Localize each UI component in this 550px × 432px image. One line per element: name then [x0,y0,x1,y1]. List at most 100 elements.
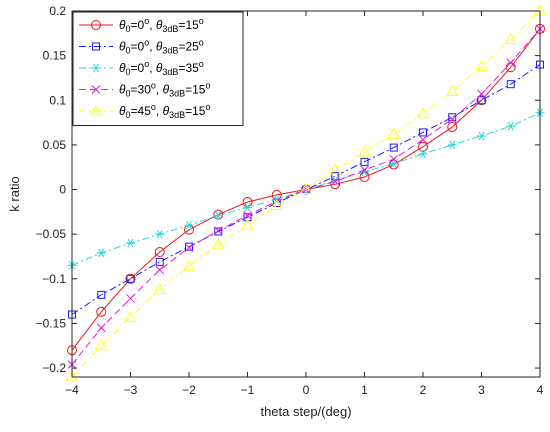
data-point [475,59,488,71]
legend-entry: θ0=0o, θ3dB=15o [79,16,204,34]
data-point [126,238,135,248]
legend-label: θ0=0o, θ3dB=25o [119,38,204,56]
data-point [155,257,164,266]
data-point [270,199,284,211]
data-point [331,172,340,181]
legend-entry: θ0=0o, θ3dB=35o [79,59,204,77]
data-point [243,203,252,212]
data-point [213,211,223,220]
legend-box [72,11,244,126]
data-point [506,121,516,131]
data-point [213,209,224,220]
data-point [447,114,457,124]
data-point [387,127,401,139]
data-point [506,58,516,68]
data-point [447,122,458,133]
y-tick-label: 0.05 [43,138,67,152]
x-tick-label: 2 [420,383,427,397]
data-point [328,163,342,175]
data-point [389,154,399,164]
legend-entry: θ0=30o, θ3dB=15o [79,81,210,99]
x-tick-label: 1 [361,383,368,397]
legend-marker [91,20,101,30]
y-tick-label: 0.2 [49,4,66,18]
data-point [184,220,194,230]
legend-marker [92,42,100,51]
data-point [155,265,165,275]
data-point [360,157,369,166]
data-point [211,238,225,250]
series-line [71,10,541,378]
legend-label: θ0=30o, θ3dB=15o [119,81,210,99]
data-point [155,229,165,239]
data-point [243,211,252,220]
data-point [96,306,107,317]
data-point [97,290,106,299]
x-tick-label: −2 [182,383,196,397]
legend-label: θ0=0o, θ3dB=15o [119,16,204,34]
data-point [506,80,515,89]
data-point [418,149,428,159]
legend-entry: θ0=45o, θ3dB=15o [79,102,210,120]
legend-label: θ0=0o, θ3dB=35o [119,59,204,77]
y-tick-label: 0.15 [43,49,67,63]
data-point [445,84,459,96]
data-point [477,96,486,105]
y-tick-label: 0 [59,183,66,197]
data-point [330,177,340,186]
series-layer [65,4,547,382]
data-point [448,113,457,122]
data-point [477,131,486,141]
data-point [94,339,108,351]
legend-marker [89,104,103,116]
data-point [241,218,254,230]
data-point [416,107,430,119]
x-tick-label: −4 [65,383,79,397]
data-point [182,259,196,271]
data-point [504,33,518,45]
x-tick-label: −3 [124,383,138,397]
legend-marker [91,63,101,73]
data-point [360,167,369,176]
x-tick-label: 4 [537,383,544,397]
data-point [185,242,193,251]
x-tick-label: 3 [478,383,485,397]
data-point [418,135,428,144]
x-tick-label: 0 [303,383,310,397]
data-point [419,128,427,137]
legend-label: θ0=45o, θ3dB=15o [119,102,210,120]
legend-entry: θ0=0o, θ3dB=25o [79,38,204,56]
y-tick-label: −0.2 [42,361,66,375]
data-point [126,274,135,283]
data-point [358,145,371,157]
data-point [447,140,457,150]
data-point [477,89,486,99]
y-tick-label: −0.1 [42,272,66,286]
data-point [96,323,106,333]
legend: θ0=0o, θ3dB=15o θ0=0o, θ3dB=25o θ0=0o, θ3d… [72,11,244,126]
y-tick-label: −0.05 [36,227,67,241]
data-point [126,294,135,303]
data-point [184,243,194,252]
data-point [214,227,223,236]
data-point [153,283,167,295]
series-line [71,28,541,365]
y-axis-label: k ratio [7,176,22,211]
data-point [65,370,79,382]
y-tick-label: 0.1 [49,93,66,107]
x-tick-label: −1 [241,383,255,397]
data-point [124,310,137,322]
x-axis-label: theta step/(deg) [260,404,351,419]
series-5 [65,4,547,382]
legend-marker [91,85,101,94]
y-tick-label: −0.15 [36,316,67,330]
data-point [213,226,223,235]
data-point [299,183,313,195]
data-point [476,95,487,106]
data-point [154,247,165,258]
data-point [360,165,369,175]
data-point [96,248,106,258]
data-point [389,143,398,152]
ticks-layer: −4 −3 −2 −1 0 1 2 3 4 −0.2 −0.15 −0.1 −0.05 0 0.05 0.1 0… [36,4,544,397]
